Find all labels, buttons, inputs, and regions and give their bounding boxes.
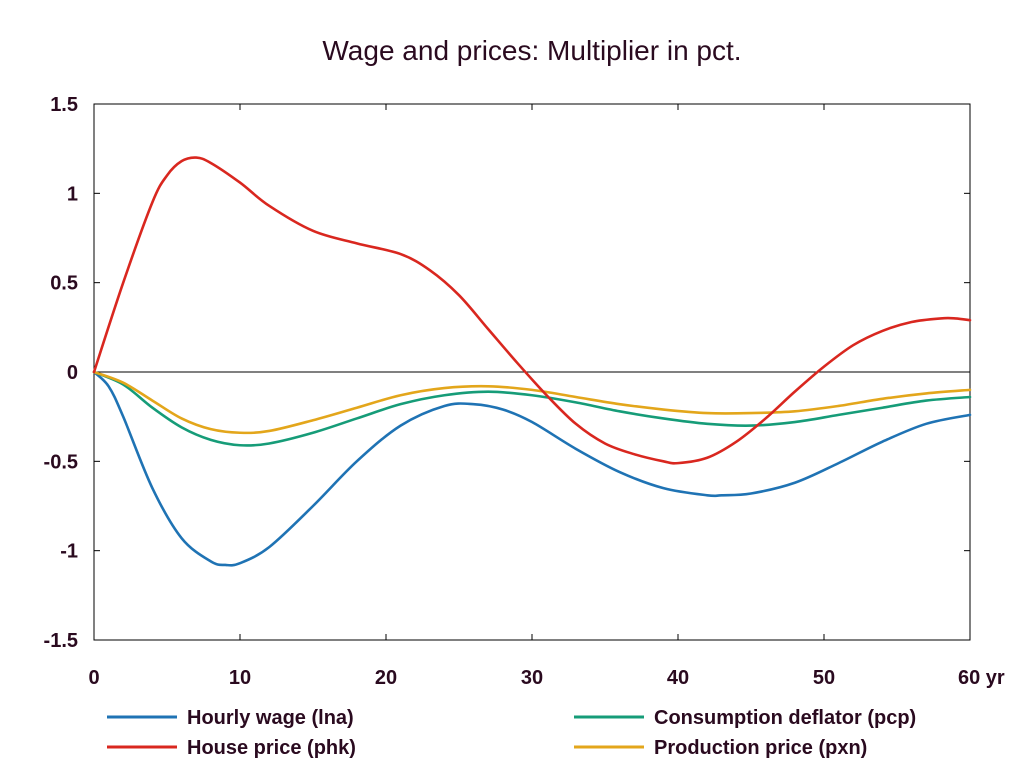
x-tick-label: 0: [88, 667, 99, 689]
plot-area: 1.5 1 0.5 0 -0.5 -1 -1.5 0 10 20 30 40 50 60 yr: [44, 94, 1005, 689]
y-tick-label: -0.5: [44, 451, 78, 473]
series-line-3: [92, 370, 972, 435]
x-tick-label: 50: [813, 667, 835, 689]
y-tick-label: 0.5: [50, 273, 78, 295]
chart-title: Wage and prices: Multiplier in pct.: [322, 35, 741, 66]
x-tick-label: 30: [521, 667, 543, 689]
series-line-1: [92, 156, 972, 465]
y-tick-label: 0: [67, 362, 78, 384]
legend-label-0: Hourly wage (lna): [187, 707, 354, 729]
legend: Hourly wage (lna) House price (phk) Consum…: [107, 707, 916, 759]
legend-label-1: House price (phk): [187, 737, 356, 759]
x-tick-label: 60 yr: [958, 667, 1005, 689]
x-tick-label: 10: [229, 667, 251, 689]
legend-label-2: Consumption deflator (pcp): [654, 707, 916, 729]
y-tick-label: 1.5: [50, 94, 78, 116]
y-tick-label: -1.5: [44, 630, 78, 652]
x-tick-label: 40: [667, 667, 689, 689]
series-line-2: [92, 370, 972, 447]
y-tick-label: -1: [60, 541, 78, 563]
x-tick-label: 20: [375, 667, 397, 689]
legend-label-3: Production price (pxn): [654, 737, 867, 759]
y-tick-label: 1: [67, 183, 78, 205]
series-line-0: [92, 370, 972, 567]
